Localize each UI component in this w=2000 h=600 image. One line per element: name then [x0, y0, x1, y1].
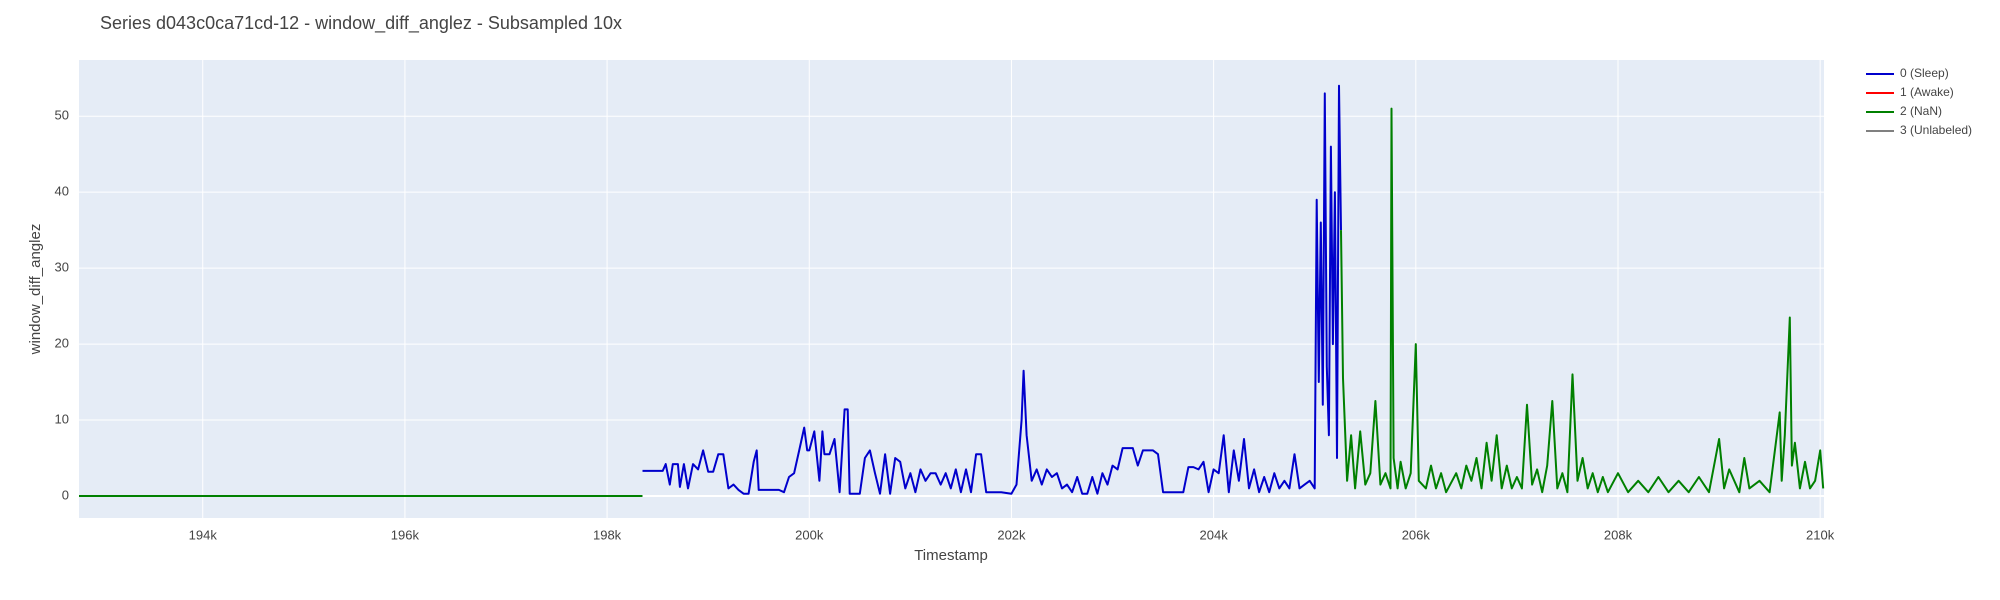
y-tick-label: 50 — [55, 108, 69, 123]
legend-label: 3 (Unlabeled) — [1900, 123, 1972, 137]
y-tick-label: 10 — [55, 411, 69, 426]
x-tick-label: 208k — [1604, 527, 1633, 542]
legend-label: 1 (Awake) — [1900, 85, 1954, 99]
x-axis-title: Timestamp — [914, 547, 988, 564]
x-tick-label: 196k — [391, 527, 420, 542]
series-line — [79, 107, 1825, 497]
legend-label: 0 (Sleep) — [1900, 66, 1949, 80]
y-tick-label: 20 — [55, 336, 69, 351]
x-tick-label: 202k — [997, 527, 1026, 542]
y-tick-label: 30 — [55, 260, 69, 275]
x-tick-label: 206k — [1402, 527, 1431, 542]
x-tick-label: 200k — [795, 527, 824, 542]
x-tick-label: 194k — [189, 527, 218, 542]
y-axis-title: window_diff_anglez — [27, 224, 44, 356]
x-tick-label: 198k — [593, 527, 622, 542]
legend-label: 2 (NaN) — [1900, 104, 1942, 118]
plot-area — [79, 60, 1824, 518]
x-tick-label: 210k — [1806, 527, 1835, 542]
chart-title: Series d043c0ca71cd-12 - window_diff_ang… — [100, 13, 622, 34]
series-line — [642, 84, 1342, 495]
y-tick-label: 40 — [55, 184, 69, 199]
x-tick-label: 204k — [1200, 527, 1229, 542]
y-tick-label: 0 — [62, 487, 69, 502]
